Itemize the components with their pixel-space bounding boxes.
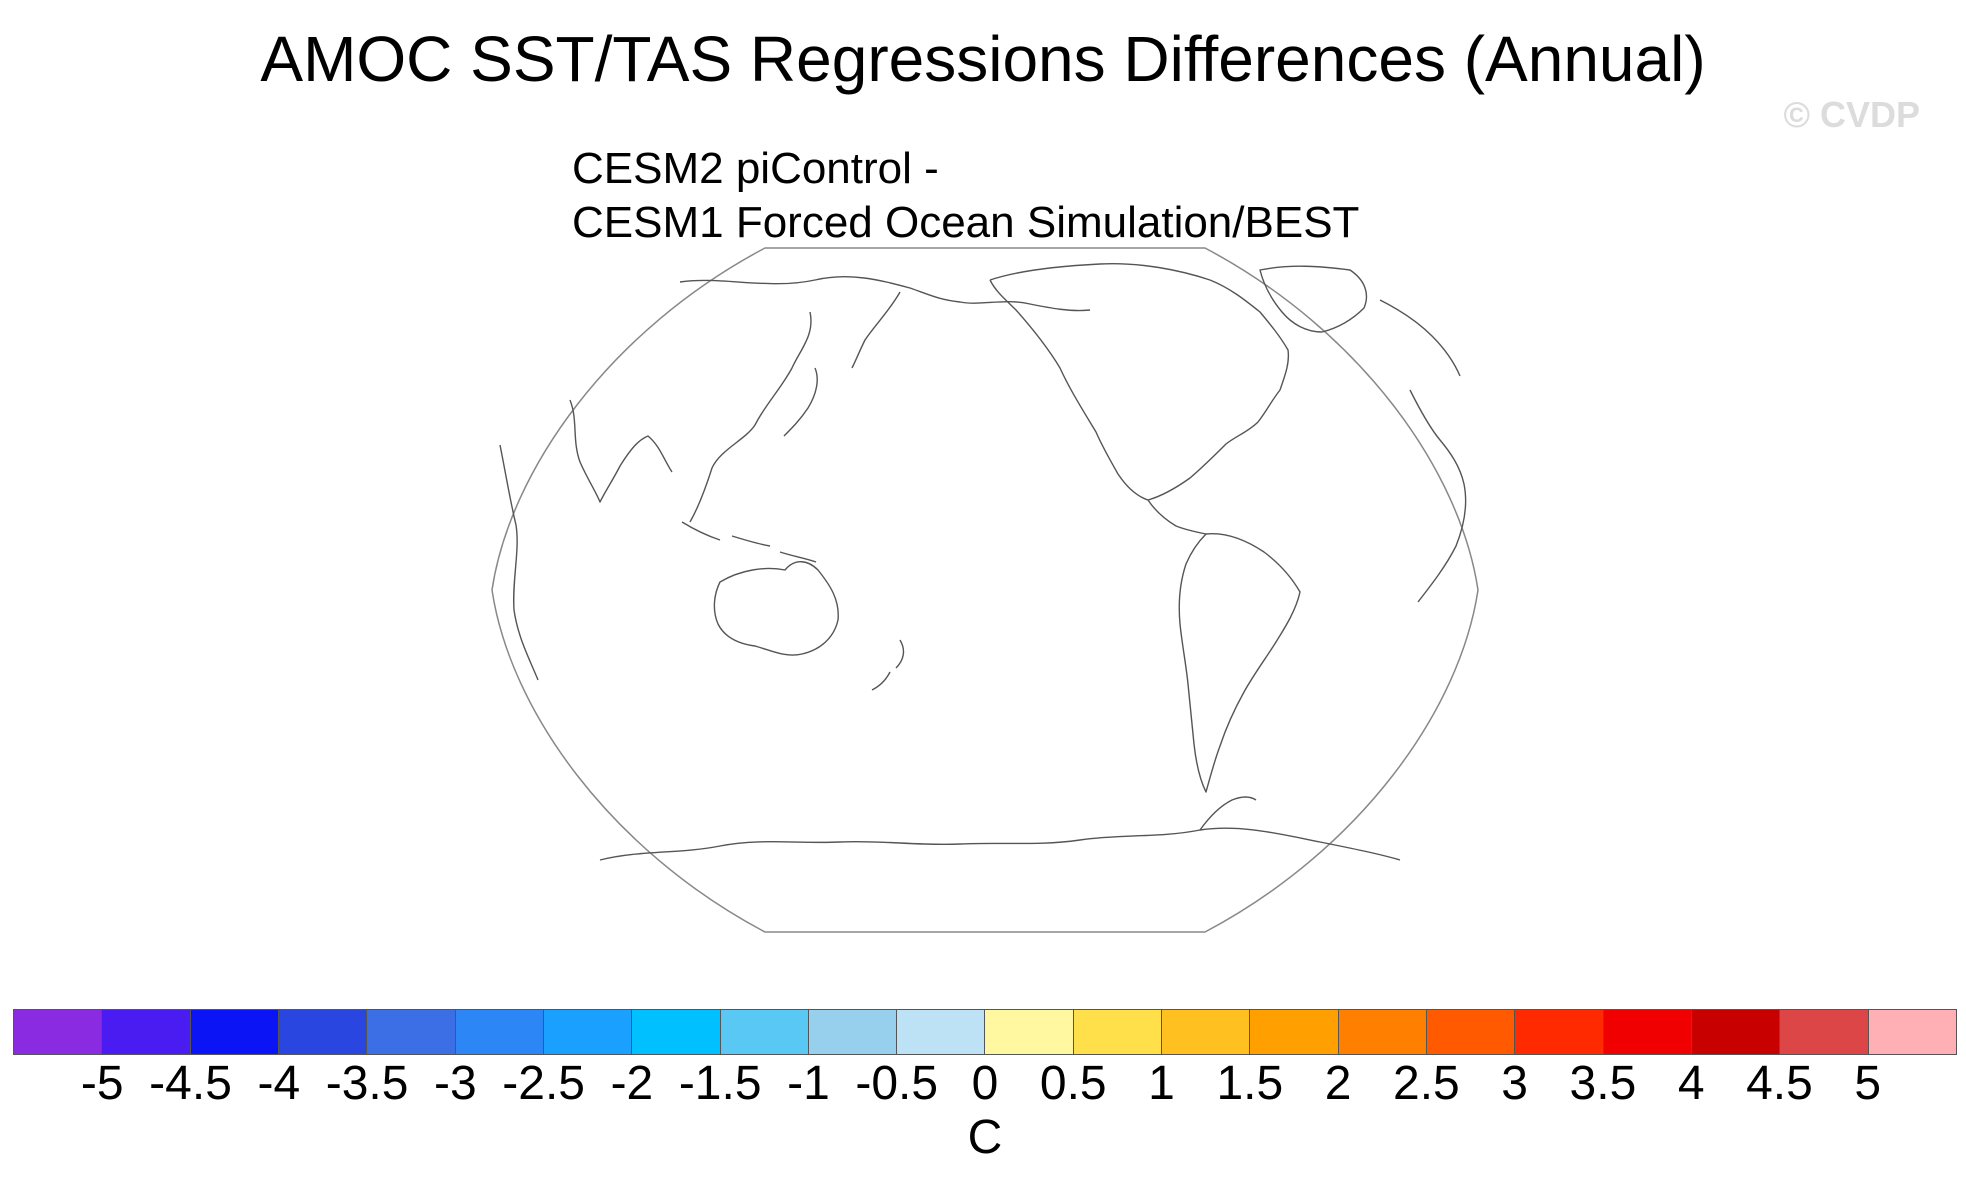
colorbar-tick-label: 0 — [971, 1057, 999, 1110]
colorbar-tick-label: -2 — [610, 1057, 654, 1110]
colorbar-swatch — [1162, 1010, 1251, 1054]
colorbar-tick-label: 5 — [1854, 1057, 1882, 1110]
coastline-north-america — [989, 262, 1290, 501]
colorbar — [13, 1009, 1957, 1055]
colorbar-swatch — [1250, 1010, 1339, 1054]
colorbar-swatch — [632, 1010, 721, 1054]
colorbar-swatch — [102, 1010, 191, 1054]
coastline-antarctic-peninsula — [1199, 796, 1257, 831]
subtitle-line-2: CESM1 Forced Ocean Simulation/BEST — [572, 198, 1360, 247]
colorbar-tick-label: -4 — [257, 1057, 301, 1110]
colorbar-tick-label: 4.5 — [1746, 1057, 1813, 1110]
colorbar-swatch — [455, 1010, 544, 1054]
coastline-africa-west — [1409, 389, 1467, 603]
colorbar-swatch — [1780, 1010, 1869, 1054]
colorbar-tick-label: -3 — [434, 1057, 477, 1110]
coastline-greenland — [1259, 265, 1368, 333]
coastline-kamchatka — [851, 291, 901, 369]
colorbar-tick-label: 2.5 — [1392, 1057, 1460, 1110]
colorbar-tick-label: -1 — [787, 1057, 830, 1110]
colorbar-swatch — [808, 1010, 898, 1054]
coastline-south-america — [1178, 533, 1301, 793]
colorbar-tick-label: -2.5 — [502, 1057, 585, 1110]
colorbar-tick-label: 3.5 — [1569, 1057, 1637, 1110]
colorbar-tick-label: 3 — [1501, 1057, 1528, 1110]
colorbar-unit: C — [967, 1111, 1003, 1164]
coastline-central-america — [1147, 499, 1207, 535]
world-map — [491, 247, 1479, 933]
coastline-australia — [713, 561, 839, 656]
colorbar-swatch — [1691, 1010, 1781, 1054]
colorbar-swatch — [1427, 1010, 1516, 1054]
colorbar-tick-label: -1.5 — [678, 1057, 762, 1110]
colorbar-swatch — [1073, 1010, 1163, 1054]
colorbar-tick-label: 1 — [1148, 1057, 1175, 1110]
cvdp-watermark: © CVDP — [1783, 94, 1920, 135]
colorbar-swatch — [543, 1010, 633, 1054]
colorbar-swatch — [1603, 1010, 1692, 1054]
colorbar-swatch — [190, 1010, 279, 1054]
colorbar-swatch — [985, 1010, 1074, 1054]
colorbar-tick-label: -5 — [80, 1057, 124, 1110]
colorbar-swatch — [14, 1010, 103, 1054]
coastline-antarctica — [599, 827, 1401, 861]
coastline-siberia — [679, 275, 1091, 312]
colorbar-swatch — [897, 1010, 986, 1054]
colorbar-tick-label: 1.5 — [1216, 1057, 1284, 1110]
colorbar-swatch — [720, 1010, 809, 1054]
subtitle-line-1: CESM2 piControl - — [572, 144, 939, 193]
map-outline — [491, 247, 1479, 933]
colorbar-tick-label: -0.5 — [855, 1057, 939, 1110]
colorbar-tick-label: 4 — [1677, 1057, 1705, 1110]
coastline-new-zealand — [871, 639, 905, 691]
colorbar-tick-label: 0.5 — [1039, 1057, 1107, 1110]
coastline-europe — [1379, 299, 1461, 377]
colorbar-swatch — [1338, 1010, 1427, 1054]
colorbar-swatch — [367, 1010, 456, 1054]
coastline-japan — [783, 367, 818, 437]
coastline-indonesia — [681, 521, 817, 563]
panel-subtitle: CESM2 piControl - CESM1 Forced Ocean Sim… — [572, 142, 1359, 250]
colorbar-tick-label: -3.5 — [325, 1057, 409, 1110]
coastline-east-asia — [689, 311, 812, 523]
colorbar-tick-label: -4.5 — [149, 1057, 232, 1110]
coastline-south-asia — [569, 399, 673, 503]
colorbar-swatch — [278, 1010, 368, 1054]
figure-title: AMOC SST/TAS Regressions Differences (An… — [260, 23, 1706, 95]
coastline-africa-east — [499, 444, 539, 681]
colorbar-swatch — [1868, 1010, 1956, 1054]
colorbar-tick-label: 2 — [1324, 1057, 1352, 1110]
colorbar-swatch — [1515, 1010, 1604, 1054]
colorbar-ticks: -5 -4.5 -4 -3.5 -3 -2.5 -2 -1.5 -1 -0.5 0 0.5 1 1.5 2 2… — [14, 1056, 1956, 1116]
